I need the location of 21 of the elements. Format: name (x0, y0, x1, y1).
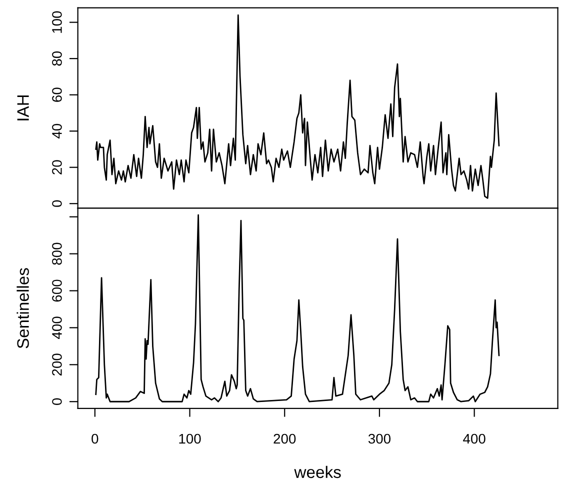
y-tick-label: 80 (52, 51, 62, 66)
line-series (95, 214, 500, 402)
x-tick-label: 400 (463, 434, 486, 444)
x-tick-label: 200 (274, 434, 296, 444)
y-axis-title: Sentinelles (16, 268, 29, 348)
y-tick-label: 40 (52, 124, 62, 138)
x-tick-label: 0 (92, 434, 98, 444)
y-tick-label: 60 (52, 88, 62, 102)
y-tick-label: 0 (52, 200, 62, 207)
x-tick-label: 100 (179, 434, 201, 444)
x-tick-label: 300 (368, 434, 391, 444)
y-tick-label: 200 (52, 354, 62, 376)
y-tick-label: 100 (52, 11, 62, 33)
line-series (95, 14, 500, 199)
y-tick-label: 20 (52, 160, 62, 174)
y-axis-title: IAH (17, 95, 29, 120)
y-tick-label: 800 (52, 242, 62, 265)
y-tick-label: 0 (52, 398, 62, 405)
y-tick-label: 600 (52, 280, 62, 302)
x-axis-title: weeks (294, 466, 341, 478)
y-tick-label: 400 (52, 316, 62, 339)
